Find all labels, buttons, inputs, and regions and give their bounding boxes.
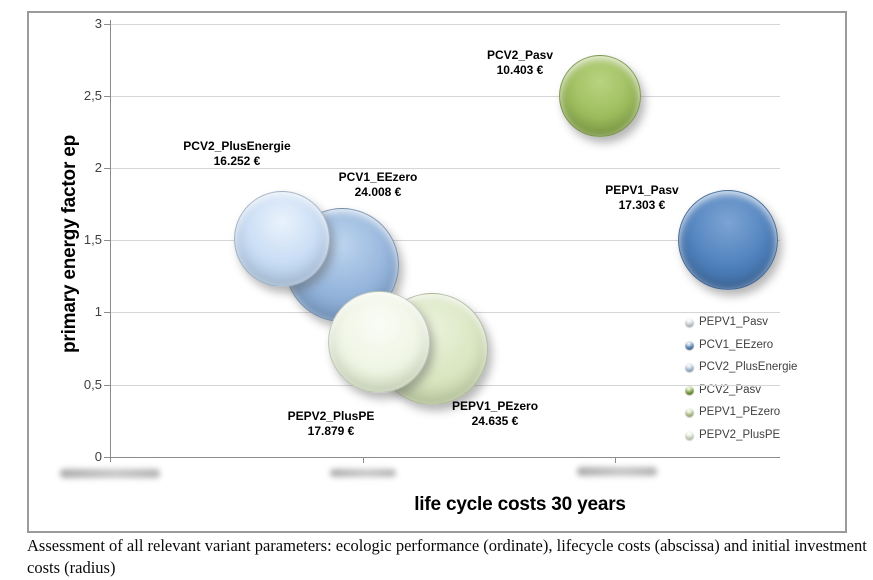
gridline — [111, 96, 780, 97]
bubble-label-name: PEPV1_Pasv — [605, 183, 679, 197]
legend-item-label: PCV2_PlusEnergie — [699, 361, 798, 373]
bubble-label-cost: 16.252 € — [213, 154, 261, 168]
bubble-PEPV2_PlusPE — [328, 291, 430, 393]
legend-item-PCV2_Pasv: PCV2_Pasv — [685, 383, 761, 397]
y-tick-label: 3 — [94, 16, 102, 31]
legend-bullet-icon — [685, 430, 694, 440]
y-tick-label: 2 — [94, 160, 102, 175]
legend-bullet-icon — [685, 340, 694, 350]
bubble-PCV2_PlusEnergie — [234, 191, 330, 287]
x-tick-label-redacted — [577, 467, 657, 476]
figure-caption: Assessment of all relevant variant param… — [27, 536, 867, 577]
bubble-label-name: PCV1_EEzero — [338, 170, 418, 184]
x-tick-label-redacted — [330, 469, 396, 477]
legend-item-label: PEPV1_Pasv — [699, 316, 769, 328]
legend-bullet-icon — [685, 317, 694, 327]
legend-bullet-icon — [685, 362, 694, 372]
legend-item-label: PCV2_Pasv — [699, 384, 762, 396]
gridline — [111, 168, 780, 169]
legend-item-PEPV1_Pasv: PEPV1_Pasv — [685, 315, 768, 329]
bubble-label-name: PCV2_PlusEnergie — [183, 139, 291, 153]
y-axis-tick — [104, 240, 111, 241]
y-tick-label: 0,5 — [83, 377, 102, 392]
bubble-label-cost: 17.879 € — [307, 424, 355, 438]
legend-item-PEPV2_PlusPE: PEPV2_PlusPE — [685, 428, 780, 442]
bubble-PEPV1_Pasv — [678, 190, 778, 290]
gridline — [111, 240, 780, 241]
bubble-label-PEPV1_Pasv: PEPV1_Pasv 17.303 € — [605, 183, 678, 213]
y-tick-label: 1 — [94, 304, 102, 319]
bubble-label-name: PEPV1_PEzero — [451, 399, 539, 413]
bubble-label-name: PCV2_Pasv — [486, 48, 554, 62]
y-axis-tick — [104, 312, 111, 313]
bubble-label-name: PEPV2_PlusPE — [287, 409, 375, 423]
legend-item-label: PCV1_EEzero — [699, 339, 774, 351]
legend-item-PCV1_EEzero: PCV1_EEzero — [685, 338, 773, 352]
gridline — [111, 24, 780, 25]
x-tick-label-redacted — [60, 469, 160, 478]
x-axis-title: life cycle costs 30 years — [414, 494, 626, 515]
y-axis-tick — [104, 168, 111, 169]
x-axis-tick — [615, 457, 616, 463]
bubble-PCV2_Pasv — [559, 55, 641, 137]
legend-item-label: PEPV2_PlusPE — [699, 429, 781, 441]
y-axis-line — [110, 20, 111, 462]
legend-item-label: PEPV1_PEzero — [699, 406, 781, 418]
y-tick-label: 0 — [94, 449, 102, 464]
legend-item-PEPV1_PEzero: PEPV1_PEzero — [685, 405, 780, 419]
bubble-label-cost: 10.403 € — [496, 63, 544, 77]
y-tick-label: 2,5 — [83, 88, 102, 103]
legend-bullet-icon — [685, 385, 694, 395]
bubble-label-PEPV2_PlusPE: PEPV2_PlusPE 17.879 € — [288, 409, 375, 439]
bubble-label-PCV2_Pasv: PCV2_Pasv 10.403 € — [487, 48, 553, 78]
bubble-label-cost: 17.303 € — [618, 198, 666, 212]
bubble-label-PCV1_EEzero: PCV1_EEzero 24.008 € — [339, 170, 418, 200]
bubble-label-cost: 24.008 € — [354, 185, 402, 199]
x-axis-line — [106, 457, 780, 458]
legend-bullet-icon — [685, 407, 694, 417]
y-axis-tick — [104, 457, 111, 458]
y-axis-tick — [104, 96, 111, 97]
bubble-label-PEPV1_PEzero: PEPV1_PEzero 24.635 € — [452, 399, 538, 429]
y-tick-label: 1,5 — [83, 232, 102, 247]
y-axis-tick — [104, 24, 111, 25]
bubble-label-PCV2_PlusEnergie: PCV2_PlusEnergie 16.252 € — [183, 139, 290, 169]
legend-item-PCV2_PlusEnergie: PCV2_PlusEnergie — [685, 360, 797, 374]
x-axis-tick — [363, 457, 364, 463]
y-axis-tick — [104, 385, 111, 386]
bubble-label-cost: 24.635 € — [471, 414, 519, 428]
